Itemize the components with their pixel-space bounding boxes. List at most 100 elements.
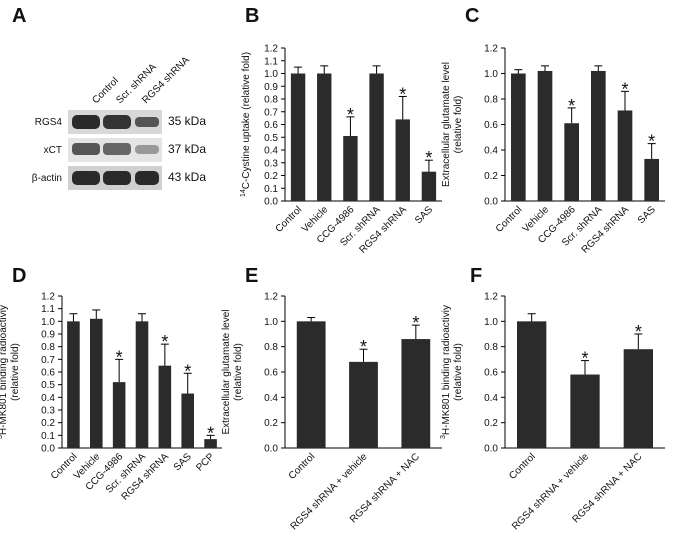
y-tick-label: 1.0 [41, 317, 55, 328]
significance-star: * [161, 332, 168, 352]
y-tick-label: 0.9 [41, 330, 55, 341]
blot-band [72, 115, 100, 129]
y-axis-label: (relative fold) [453, 343, 464, 401]
bar [343, 135, 358, 201]
panel-label: C [465, 5, 479, 27]
bar [181, 393, 194, 448]
y-axis-label-text: (relative fold) [233, 343, 244, 401]
y-tick-label: 1.2 [484, 44, 498, 55]
y-tick-label: 0.0 [484, 444, 498, 455]
y-tick-label: 1.2 [41, 292, 55, 303]
y-tick-label: 1.0 [264, 69, 278, 80]
y-axis-label-text: Extracellular glutamate level [441, 62, 452, 187]
panel-label: B [245, 5, 259, 27]
bar [511, 73, 526, 201]
significance-star: * [412, 313, 419, 333]
lane-label: RGS4 shRNA [140, 54, 192, 106]
y-tick-label: 0.6 [41, 368, 55, 379]
blot-band [103, 171, 131, 185]
y-axis-label-sup: 3 [0, 435, 4, 439]
bar [591, 70, 606, 201]
y-tick-label: 0.7 [41, 355, 55, 366]
y-tick-label: 0.4 [264, 393, 278, 404]
y-axis-label-text: (relative fold) [10, 343, 21, 401]
y-tick-label: 0.2 [484, 171, 498, 182]
y-tick-label: 0.8 [484, 95, 498, 106]
y-axis-label-text: Extracellular glutamate level [221, 309, 232, 434]
bar [401, 339, 431, 448]
y-tick-label: 1.1 [41, 304, 55, 315]
y-axis-label: 3H-MK801 binding radioactiviy [440, 305, 452, 439]
significance-star: * [399, 84, 406, 104]
y-tick-label: 0.8 [484, 342, 498, 353]
y-tick-label: 0.1 [264, 184, 278, 195]
y-tick-label: 0.6 [264, 120, 278, 131]
row-label: xCT [44, 145, 62, 156]
panel-label: A [12, 5, 26, 27]
y-tick-label: 0.1 [41, 431, 55, 442]
significance-star: * [581, 349, 588, 369]
blot-panel: A Control Scr. shRNA RGS4 shRNA RGS4 xCT… [12, 5, 206, 190]
y-tick-label: 0.2 [484, 418, 498, 429]
x-tick-label: Control [274, 204, 305, 235]
y-axis-label-text: (relative fold) [453, 96, 464, 154]
y-tick-label: 0.5 [41, 380, 55, 391]
bar [570, 374, 600, 448]
significance-star: * [184, 361, 191, 381]
blot-band [103, 143, 131, 155]
bar [617, 110, 633, 201]
y-axis-label-text: H-MK801 binding radioactiviy [0, 305, 9, 435]
bar [158, 365, 172, 448]
y-tick-label: 0.8 [264, 342, 278, 353]
bar [67, 321, 80, 448]
y-tick-label: 0.4 [264, 146, 278, 157]
panel-label: F [470, 265, 482, 287]
y-tick-label: 0.0 [41, 444, 55, 455]
bar [296, 321, 326, 448]
bar [290, 73, 306, 201]
x-tick-label: RGS4 shRNA [357, 204, 409, 256]
y-axis-label-text: H-MK801 binding radioactiviy [441, 305, 452, 435]
blot-band [72, 143, 100, 155]
y-tick-label: 1.2 [264, 44, 278, 55]
y-tick-label: 0.6 [484, 120, 498, 131]
y-tick-label: 1.0 [264, 317, 278, 328]
y-axis-label-text: C-Cystine uptake (relative fold) [241, 52, 252, 189]
panel-label: D [12, 265, 26, 287]
y-tick-label: 0.0 [484, 197, 498, 208]
bar [517, 321, 547, 448]
significance-star: * [116, 347, 123, 367]
y-tick-label: 1.0 [484, 69, 498, 80]
bar [537, 70, 553, 201]
y-tick-label: 0.0 [264, 197, 278, 208]
bar [135, 321, 149, 448]
bar [317, 73, 332, 201]
y-tick-label: 0.9 [264, 82, 278, 93]
significance-star: * [648, 132, 655, 152]
y-tick-label: 1.2 [264, 292, 278, 303]
blot-band [135, 171, 159, 185]
significance-star: * [568, 96, 575, 116]
x-tick-label: RGS4 shRNA [580, 204, 632, 256]
y-tick-label: 0.2 [41, 418, 55, 429]
significance-star: * [621, 79, 628, 99]
blot-band [135, 117, 159, 127]
significance-star: * [207, 423, 214, 443]
y-tick-label: 0.4 [484, 146, 498, 157]
y-tick-label: 0.4 [484, 393, 498, 404]
y-tick-label: 0.3 [264, 158, 278, 169]
y-axis-label: Extracellular glutamate level [221, 309, 232, 434]
bar [395, 119, 410, 201]
panel-label: E [245, 265, 258, 287]
bar [349, 361, 378, 448]
x-tick-label: PCP [194, 451, 217, 474]
y-tick-label: 0.5 [264, 133, 278, 144]
blot-band [135, 145, 159, 154]
x-tick-label: Control [287, 451, 318, 482]
y-tick-label: 0.6 [264, 368, 278, 379]
y-tick-label: 1.2 [484, 292, 498, 303]
x-tick-label: SAS [172, 451, 194, 473]
blot-band [72, 171, 100, 185]
y-axis-label-text: (relative fold) [453, 343, 464, 401]
y-axis-label: Extracellular glutamate level [441, 62, 452, 187]
